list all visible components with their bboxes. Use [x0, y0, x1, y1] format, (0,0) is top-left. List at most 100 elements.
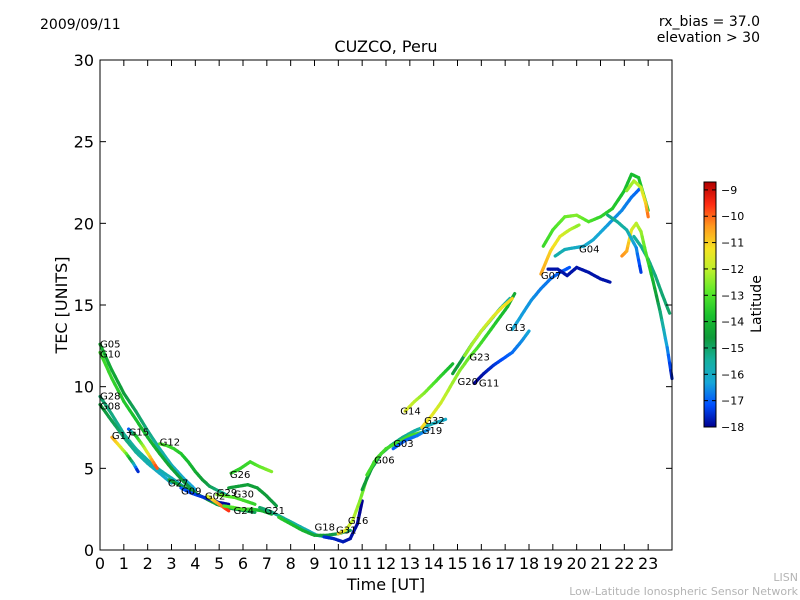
satellite-label-G16: G16: [348, 516, 368, 527]
satellite-label-G06: G06: [374, 455, 394, 466]
track-segment: [525, 329, 531, 336]
satellite-track-G32: [420, 292, 517, 430]
y-tick-label: 20: [74, 214, 94, 233]
x-tick-label: 11: [352, 554, 372, 573]
y-axis-label: TEC [UNITS]: [52, 257, 71, 355]
satellite-label-G03: G03: [393, 439, 413, 450]
x-tick-label: 20: [566, 554, 586, 573]
track-segment: [441, 417, 448, 422]
satellite-label-G11: G11: [479, 379, 499, 390]
x-tick-label: 17: [495, 554, 515, 573]
x-tick-label: 6: [238, 554, 248, 573]
track-segment: [666, 307, 672, 315]
satellite-track-G23: [463, 296, 514, 358]
satellite-track-G33: [620, 221, 674, 381]
satellite-track-G04: [553, 185, 643, 258]
track-segment: [267, 468, 274, 474]
satellite-label-G12: G12: [160, 438, 180, 449]
x-tick-label: 23: [638, 554, 658, 573]
network-full-label: Low-Latitude Ionospheric Sensor Network: [569, 585, 798, 598]
satellite-label-G29: G29: [217, 488, 237, 499]
track-segment: [448, 362, 455, 368]
track-segment: [575, 223, 581, 228]
latitude-colorbar: −9 −10 −11 −12 −13 −14 −15 −16 −17 −18 Latitude: [703, 181, 765, 434]
track-segment: [424, 427, 431, 433]
colorbar-tick-label: −13: [721, 289, 744, 302]
plot-frame: [99, 59, 673, 551]
x-tick-label: 1: [119, 554, 129, 573]
satellite-label-G17: G17: [112, 431, 132, 442]
colorbar-tick-label: −9: [721, 184, 737, 197]
satellite-label-G32: G32: [424, 416, 444, 427]
track-segment: [153, 463, 159, 470]
satellite-label-G05: G05: [100, 340, 120, 351]
x-tick-label: 12: [376, 554, 396, 573]
satellite-label-G14: G14: [400, 406, 420, 417]
satellite-label-G28: G28: [100, 392, 120, 403]
satellite-label-G08: G08: [100, 402, 120, 413]
x-tick-label: 5: [214, 554, 224, 573]
elevation-label: elevation > 30: [656, 30, 760, 46]
track-segment: [565, 265, 572, 271]
colorbar-tick-label: −12: [721, 263, 744, 276]
satellite-track-G24: [222, 504, 274, 516]
x-axis: 0 1 2 3 4 5 6 7 8 9 10 11 12 13 14 15 16 17 18 19 20 21 22 23: [95, 60, 658, 573]
satellite-track-G15: [127, 427, 159, 470]
y-tick-label: 5: [84, 459, 94, 478]
colorbar-label: Latitude: [749, 275, 765, 333]
y-tick-label: 10: [74, 378, 94, 397]
colorbar-tick-label: −14: [721, 316, 744, 329]
satellite-track-G13: [510, 265, 572, 332]
satellite-track-G35: [625, 179, 650, 219]
satellite-label-G15: G15: [129, 428, 149, 439]
x-tick-label: 8: [286, 554, 296, 573]
track-segment: [645, 211, 650, 219]
satellite-label-G10: G10: [100, 349, 120, 360]
satellite-track-G17: [110, 435, 140, 474]
satellite-track-G31: [322, 499, 364, 544]
track-segment: [638, 264, 643, 274]
x-tick-label: 18: [519, 554, 539, 573]
x-tick-label: 7: [262, 554, 272, 573]
x-tick-label: 15: [447, 554, 467, 573]
satellite-label-G31: G31: [336, 526, 356, 537]
data-layer: [98, 172, 674, 544]
x-tick-label: 21: [590, 554, 610, 573]
satellite-label-G19: G19: [422, 426, 442, 437]
satellite-label-G30: G30: [234, 490, 254, 501]
satellite-label-G09: G09: [181, 487, 201, 498]
track-segment: [190, 485, 197, 492]
network-short-label: LISN: [773, 571, 798, 584]
satellite-track-G12: [158, 442, 231, 498]
satellite-track-G19: [391, 427, 431, 451]
track-segment: [508, 296, 514, 303]
satellite-track-G26: [229, 460, 274, 475]
satellite-track-G01: [546, 265, 612, 284]
x-axis-label: Time [UT]: [346, 575, 425, 594]
satellite-track-G08: [98, 403, 174, 485]
x-tick-label: 3: [166, 554, 176, 573]
x-tick-label: 22: [614, 554, 634, 573]
satellite-label-G04: G04: [579, 245, 599, 256]
y-tick-label: 30: [74, 51, 94, 70]
y-axis: 0 5 10 15 20 25 30: [74, 51, 672, 560]
x-tick-label: 14: [423, 554, 443, 573]
track-segment: [135, 468, 140, 474]
x-tick-label: 10: [328, 554, 348, 573]
y-tick-label: 15: [74, 296, 94, 315]
satellite-label-G18: G18: [315, 522, 335, 533]
track-segment: [267, 511, 274, 516]
track-segment: [605, 279, 612, 284]
date-label: 2009/09/11: [40, 17, 121, 33]
colorbar-tick-label: −10: [721, 210, 744, 223]
y-tick-label: 25: [74, 133, 94, 152]
satellite-label-G02: G02: [205, 491, 225, 502]
satellite-track-G11: [472, 329, 531, 385]
colorbar-tick-label: −15: [721, 342, 744, 355]
x-tick-label: 19: [543, 554, 563, 573]
satellite-label-G20: G20: [458, 377, 478, 388]
x-tick-label: 2: [143, 554, 153, 573]
parameters-block: rx_bias = 37.0 elevation > 30: [657, 14, 760, 46]
